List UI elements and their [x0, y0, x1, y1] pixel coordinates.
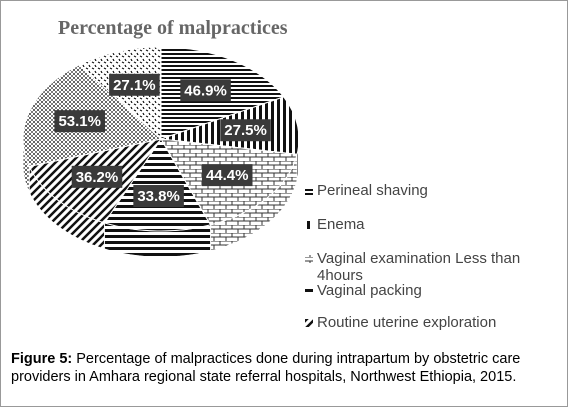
legend-swatch: [305, 287, 313, 295]
data-label: 27.1%: [113, 77, 156, 94]
data-label: 27.5%: [224, 122, 267, 139]
legend-swatch: [305, 319, 313, 327]
chart: Percentage of malpractices 46.9% 27.5% 44.…: [22, 17, 313, 327]
data-label: 44.4%: [206, 167, 249, 184]
data-label-box: [220, 119, 271, 142]
chart-title: Percentage of malpractices: [58, 17, 288, 39]
data-label-box: [201, 164, 253, 187]
slice: [103, 138, 212, 232]
legend-swatch: [305, 221, 313, 229]
legend-label: Vaginal examination Less than 4hours: [317, 250, 521, 284]
data-label: 46.9%: [184, 82, 227, 99]
data-label-box: [54, 110, 105, 133]
legend-label: Perineal shaving: [317, 182, 428, 199]
data-label-box: [109, 73, 160, 96]
legend-label: Routine uterine exploration: [317, 314, 497, 331]
data-label: 33.8%: [137, 188, 180, 205]
data-label-box: [133, 185, 184, 208]
caption-text: Percentage of malpractices done during i…: [11, 351, 521, 385]
caption-label: Figure 5:: [11, 351, 73, 367]
data-label: 53.1%: [58, 113, 101, 130]
data-label: 36.2%: [76, 169, 119, 186]
data-label-box: [71, 165, 123, 188]
data-label-box: [180, 79, 231, 102]
legend-swatch: [305, 187, 313, 195]
legend-label: Vaginal packing: [317, 282, 422, 299]
legend-label: Enema: [317, 216, 365, 233]
legend-swatch: [305, 255, 313, 263]
caption: Figure 5: Percentage of malpractices don…: [11, 350, 559, 386]
